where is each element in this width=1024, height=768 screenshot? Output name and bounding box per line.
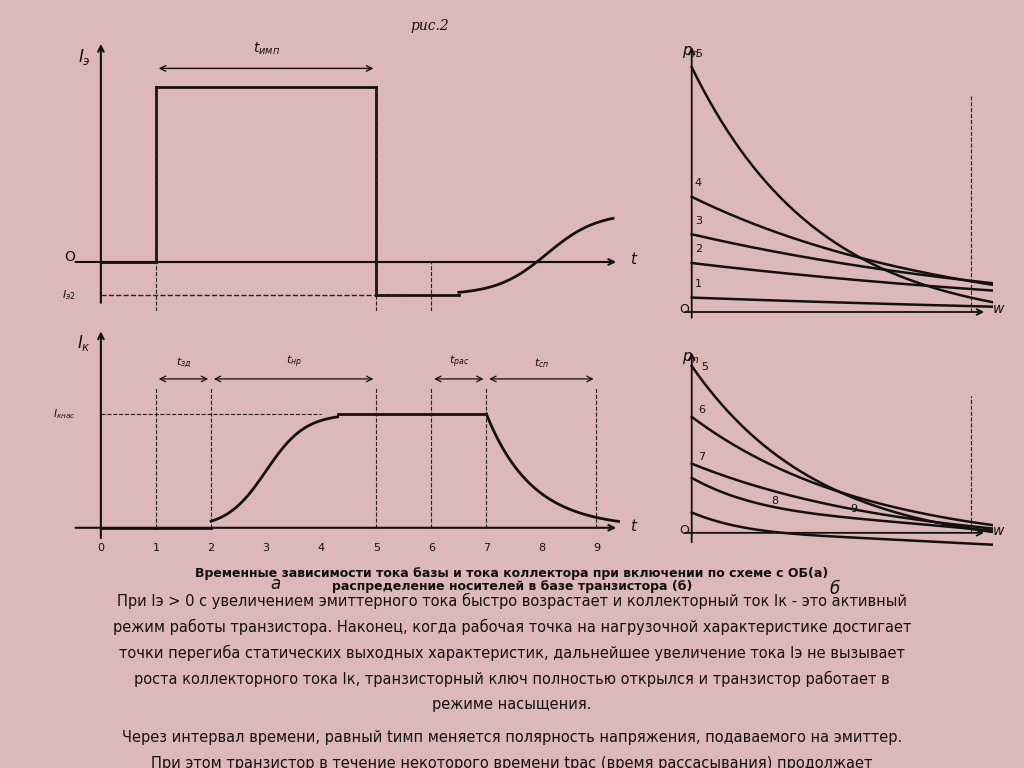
Text: $p_n$: $p_n$ <box>682 349 700 366</box>
Text: 8: 8 <box>538 543 545 553</box>
Text: При этом транзистор в течение некоторого времени tрас (время рассасывания) продо: При этом транзистор в течение некоторого… <box>152 756 872 768</box>
Text: $I_{э2}$: $I_{э2}$ <box>61 288 76 302</box>
Text: 9: 9 <box>593 543 600 553</box>
Text: 4: 4 <box>317 543 325 553</box>
Text: O: O <box>679 303 689 316</box>
Text: Временные зависимости тока базы и тока коллектора при включении по схеме с ОБ(а): Временные зависимости тока базы и тока к… <box>196 567 828 580</box>
Text: 7: 7 <box>698 452 706 462</box>
Text: 6: 6 <box>698 405 706 415</box>
Text: $I_э$: $I_э$ <box>78 47 90 67</box>
Text: 8: 8 <box>771 496 778 506</box>
Text: 2: 2 <box>208 543 215 553</box>
Text: 1: 1 <box>695 279 701 289</box>
Text: O: O <box>65 250 76 263</box>
Text: 7: 7 <box>482 543 489 553</box>
Text: $p_n$: $p_n$ <box>682 45 700 60</box>
Text: Через интервал времени, равный tимп меняется полярность напряжения, подаваемого : Через интервал времени, равный tимп меня… <box>122 730 902 745</box>
Text: 5: 5 <box>373 543 380 553</box>
Text: 1: 1 <box>153 543 160 553</box>
Text: 0: 0 <box>97 543 104 553</box>
Text: 2: 2 <box>695 244 702 254</box>
Text: $t_{имп}$: $t_{имп}$ <box>253 41 280 58</box>
Text: 4: 4 <box>695 178 702 188</box>
Text: а: а <box>270 575 281 593</box>
Text: 9: 9 <box>850 505 857 515</box>
Text: $I_к$: $I_к$ <box>77 333 91 353</box>
Text: $t_{нр}$: $t_{нр}$ <box>286 354 302 370</box>
Text: $t$: $t$ <box>631 518 639 534</box>
Text: распределение носителей в базе транзистора (б): распределение носителей в базе транзисто… <box>332 580 692 593</box>
Text: 3: 3 <box>695 216 701 226</box>
Text: роста коллекторного тока Iк, транзисторный ключ полностью открылся и транзистор : роста коллекторного тока Iк, транзисторн… <box>134 671 890 687</box>
Text: $t_{сп}$: $t_{сп}$ <box>534 356 549 370</box>
Text: $t_{рас}$: $t_{рас}$ <box>449 354 469 370</box>
Text: 5: 5 <box>695 48 701 58</box>
Text: w: w <box>993 302 1005 316</box>
Text: $I_{к нас}$: $I_{к нас}$ <box>53 407 76 421</box>
Text: 5: 5 <box>701 362 709 372</box>
Text: б: б <box>829 580 840 598</box>
Text: точки перегиба статических выходных характеристик, дальнейшее увеличение тока Iэ: точки перегиба статических выходных хара… <box>119 645 905 661</box>
Text: 6: 6 <box>428 543 435 553</box>
Text: $t_{зд}$: $t_{зд}$ <box>176 356 191 370</box>
Text: w: w <box>993 524 1005 538</box>
Text: режиме насыщения.: режиме насыщения. <box>432 697 592 713</box>
Text: При Iэ > 0 с увеличением эмиттерного тока быстро возрастает и коллекторный ток I: При Iэ > 0 с увеличением эмиттерного ток… <box>117 593 907 609</box>
Text: O: O <box>679 525 689 538</box>
Text: $t$: $t$ <box>631 251 639 267</box>
Text: режим работы транзистора. Наконец, когда рабочая точка на нагрузочной характерис: режим работы транзистора. Наконец, когда… <box>113 619 911 635</box>
Text: 3: 3 <box>262 543 269 553</box>
Text: рис.2: рис.2 <box>411 19 450 33</box>
